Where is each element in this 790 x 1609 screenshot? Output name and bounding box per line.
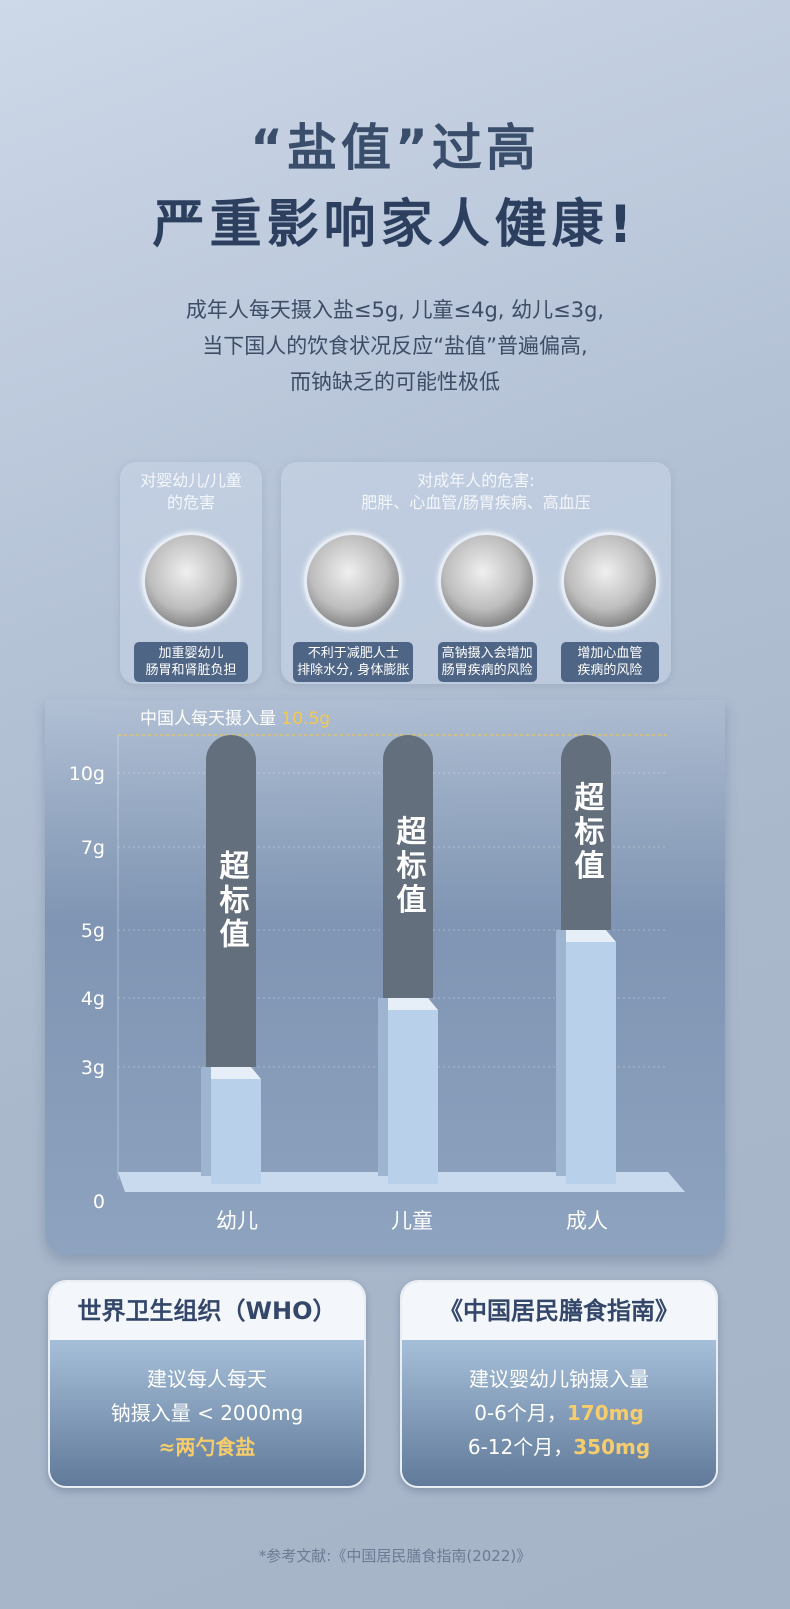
guide-value: 170mg: [566, 1401, 644, 1425]
y-tick-label: 10g: [69, 763, 105, 785]
who-line: 钠摄入量 < 2000mg: [110, 1401, 304, 1425]
harm-label-line: 增加心血管: [577, 646, 643, 661]
child-harm-title: 的危害: [166, 493, 215, 512]
excess-label: 超标值: [214, 850, 250, 952]
child-harm-card: 对婴幼儿/儿童 的危害 加重婴幼儿肠胃和肾脏负担: [120, 462, 262, 684]
harm-label-line: 加重婴幼儿: [158, 646, 224, 661]
excess-label: 超标值: [569, 782, 605, 884]
y-tick-label: 5g: [81, 920, 105, 942]
harm-item: 不利于减肥人士 排除水分, 身体膨胀: [293, 532, 414, 682]
y-tick-label: 4g: [81, 988, 105, 1010]
baby-photo: [142, 532, 240, 630]
excess-label: 超标值: [391, 816, 427, 918]
subtitle-line: 当下国人的饮食状况反应“盐值”普遍偏高,: [202, 334, 588, 358]
reference-value: 10.5g: [281, 709, 331, 729]
who-title: 世界卫生组织（WHO）: [50, 1282, 364, 1340]
harm-label-line: 不利于减肥人士: [307, 646, 399, 661]
subtitle-line: 而钠缺乏的可能性极低: [290, 370, 500, 394]
footnote: *参考文献:《中国居民膳食指南(2022)》: [258, 1547, 532, 1565]
excess-bar: [383, 735, 433, 998]
harm-label-line: 肠胃和肾脏负担: [145, 663, 237, 678]
excess-bar: [561, 735, 611, 930]
guide-row-label: 0-6个月，: [474, 1401, 567, 1425]
title-line-1: “盐值”过高: [250, 119, 540, 177]
title-line-2: 严重影响家人健康!: [152, 195, 638, 255]
limit-bar-top: [201, 1067, 261, 1079]
guide-row: 6-12个月，350mg: [402, 1430, 716, 1464]
limit-bar-top: [378, 998, 438, 1010]
who-highlight: ≈两勺食盐: [158, 1435, 256, 1459]
y-tick-label: 3g: [81, 1057, 105, 1079]
harm-label-line: 疾病的风险: [577, 663, 643, 678]
child-harm-title: 对婴幼儿/儿童: [140, 471, 242, 490]
guide-value: 350mg: [573, 1435, 651, 1459]
limit-bar-side: [556, 930, 566, 1176]
limit-bar: [211, 1079, 261, 1184]
subtitle-line: 成年人每天摄入盐≤5g, 儿童≤4g, 幼儿≤3g,: [185, 298, 605, 322]
excess-bar: [206, 735, 256, 1067]
limit-bar: [566, 942, 616, 1184]
yoga-photo: [304, 532, 403, 630]
x-label: 儿童: [391, 1209, 433, 1233]
guide-row-label: 6-12个月，: [467, 1435, 574, 1459]
harm-label-line: 高钠摄入会增加: [441, 646, 533, 661]
harm-item: 增加心血管疾病的风险: [560, 532, 659, 682]
harm-label: 高钠摄入会增加 肠胃疾病的风险: [437, 642, 537, 682]
y-tick-label: 0: [93, 1191, 105, 1213]
guide-line: 建议婴幼儿钠摄入量: [469, 1367, 649, 1391]
harm-label: 不利于减肥人士 排除水分, 身体膨胀: [293, 642, 414, 682]
guide-row: 0-6个月，170mg: [402, 1396, 716, 1430]
limit-bar-top: [556, 930, 616, 942]
limit-bar: [388, 1010, 438, 1184]
guide-title: 《中国居民膳食指南》: [402, 1282, 716, 1340]
y-tick-label: 7g: [81, 837, 105, 859]
reference-text: 中国人每天摄入量: [140, 709, 276, 729]
x-label: 成人: [566, 1209, 608, 1233]
guide-card: 《中国居民膳食指南》 建议婴幼儿钠摄入量 0-6个月，170mg 6-12个月，…: [400, 1280, 718, 1488]
adult-harm-title: 对成年人的危害:: [417, 471, 535, 490]
harm-label-line: 排除水分, 身体膨胀: [297, 663, 410, 678]
headache-photo: [560, 532, 659, 630]
reference-label: 中国人每天摄入量 10.5g: [140, 704, 330, 729]
limit-bar-side: [378, 998, 388, 1176]
x-label: 幼儿: [216, 1209, 258, 1233]
harm-item: 高钠摄入会增加 肠胃疾病的风险: [437, 532, 537, 682]
harm-label-line: 肠胃疾病的风险: [441, 663, 533, 678]
harm-label: 加重婴幼儿肠胃和肾脏负担: [134, 642, 248, 682]
limit-bar-side: [201, 1067, 211, 1176]
who-line: 建议每人每天: [147, 1367, 267, 1391]
who-card: 世界卫生组织（WHO） 建议每人每天钠摄入量 < 2000mg ≈两勺食盐: [48, 1280, 366, 1488]
adult-harm-title: 肥胖、心血管/肠胃疾病、高血压: [361, 493, 591, 512]
harm-label: 增加心血管疾病的风险: [560, 642, 659, 682]
stomach-pain-photo: [438, 532, 537, 630]
adult-harm-card: 对成年人的危害: 肥胖、心血管/肠胃疾病、高血压 不利于减肥人士 排除水分, 身体…: [281, 462, 671, 684]
